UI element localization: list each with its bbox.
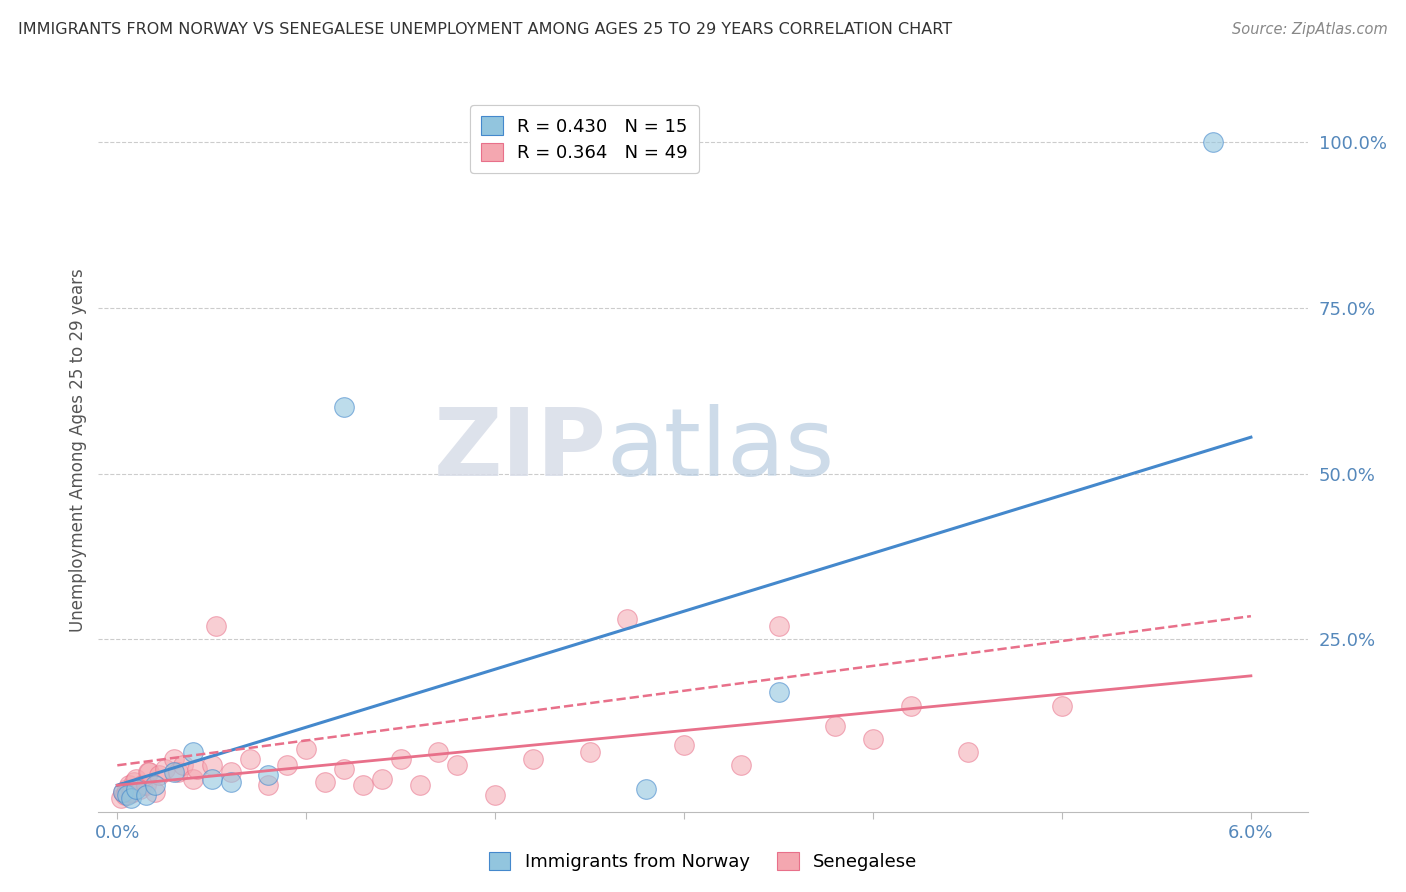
- Point: [115, 781, 138, 796]
- Point: [616, 612, 638, 626]
- Y-axis label: Unemployment Among Ages 25 to 29 years: Unemployment Among Ages 25 to 29 years: [69, 268, 87, 632]
- Legend: Immigrants from Norway, Senegalese: Immigrants from Norway, Senegalese: [481, 845, 925, 879]
- Legend: R = 0.430   N = 15, R = 0.364   N = 49: R = 0.430 N = 15, R = 0.364 N = 49: [470, 105, 699, 173]
- Point: [148, 768, 170, 782]
- Point: [186, 762, 208, 776]
- Point: [111, 785, 134, 799]
- Point: [143, 778, 166, 792]
- Point: [389, 752, 412, 766]
- Point: [446, 758, 468, 772]
- Point: [257, 768, 280, 782]
- Point: [153, 762, 176, 776]
- Point: [120, 791, 142, 805]
- Point: [129, 781, 152, 796]
- Point: [276, 758, 298, 772]
- Point: [138, 764, 160, 779]
- Point: [408, 778, 430, 792]
- Point: [201, 772, 224, 786]
- Point: [730, 758, 752, 772]
- Text: atlas: atlas: [606, 404, 835, 497]
- Point: [110, 791, 132, 805]
- Point: [219, 764, 242, 779]
- Point: [219, 775, 242, 789]
- Point: [163, 764, 186, 779]
- Point: [1050, 698, 1073, 713]
- Point: [181, 772, 204, 786]
- Point: [333, 762, 356, 776]
- Point: [131, 778, 153, 792]
- Point: [204, 619, 226, 633]
- Point: [578, 745, 600, 759]
- Point: [239, 752, 262, 766]
- Point: [111, 785, 134, 799]
- Point: [427, 745, 450, 759]
- Point: [121, 785, 143, 799]
- Point: [136, 764, 159, 779]
- Point: [201, 758, 224, 772]
- Point: [118, 778, 141, 792]
- Point: [143, 785, 166, 799]
- Text: ZIP: ZIP: [433, 404, 606, 497]
- Point: [900, 698, 922, 713]
- Point: [114, 788, 136, 802]
- Point: [314, 775, 336, 789]
- Point: [135, 788, 157, 802]
- Text: Source: ZipAtlas.com: Source: ZipAtlas.com: [1232, 22, 1388, 37]
- Point: [257, 778, 280, 792]
- Point: [956, 745, 979, 759]
- Point: [163, 752, 186, 766]
- Point: [1202, 135, 1225, 149]
- Text: IMMIGRANTS FROM NORWAY VS SENEGALESE UNEMPLOYMENT AMONG AGES 25 TO 29 YEARS CORR: IMMIGRANTS FROM NORWAY VS SENEGALESE UNE…: [18, 22, 952, 37]
- Point: [371, 772, 394, 786]
- Point: [862, 731, 884, 746]
- Point: [333, 401, 356, 415]
- Point: [115, 788, 138, 802]
- Point: [172, 758, 194, 772]
- Point: [135, 778, 157, 792]
- Point: [125, 772, 148, 786]
- Point: [673, 739, 696, 753]
- Point: [768, 685, 790, 699]
- Point: [768, 619, 790, 633]
- Point: [166, 764, 188, 779]
- Point: [295, 741, 318, 756]
- Point: [522, 752, 544, 766]
- Point: [124, 775, 146, 789]
- Point: [636, 781, 658, 796]
- Point: [181, 745, 204, 759]
- Point: [824, 718, 846, 732]
- Point: [484, 788, 506, 802]
- Point: [125, 781, 148, 796]
- Point: [120, 786, 142, 800]
- Point: [352, 778, 374, 792]
